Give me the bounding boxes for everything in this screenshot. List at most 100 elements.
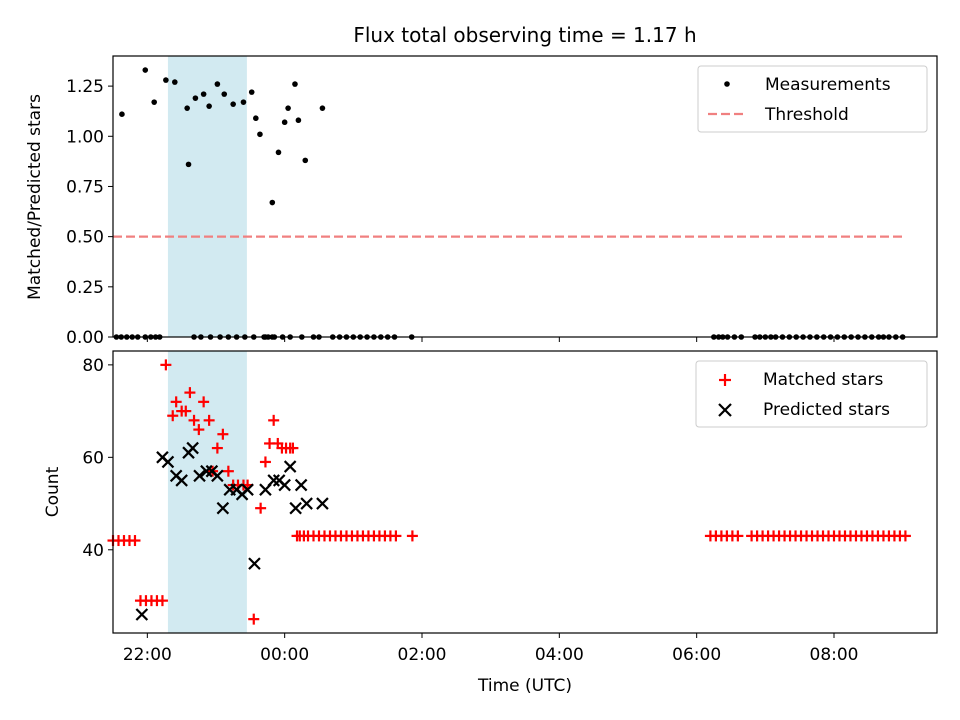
top-ytick-label: 0.50: [66, 228, 104, 248]
measurement-point: [230, 101, 236, 107]
predicted-star-stroke-b: [186, 441, 199, 455]
matched-star-point: [406, 530, 418, 542]
top-legend-box: [697, 65, 928, 133]
matched-star-point: [390, 530, 402, 542]
measurement-point: [119, 111, 125, 118]
measurement-point: [184, 105, 190, 111]
predicted-star-stroke-b: [200, 464, 213, 478]
top-ytick-label: 0.00: [66, 328, 104, 348]
bottom-ylabel: Count: [43, 466, 63, 517]
top-measurement-points: [113, 67, 906, 340]
predicted-star-point: [316, 497, 329, 510]
measurement-point: [151, 99, 157, 105]
bottom-xtick-label: 00:00: [260, 645, 309, 665]
predicted-star-stroke-b: [300, 497, 313, 510]
measurement-point: [253, 115, 259, 122]
matched-star-point: [217, 428, 229, 440]
legend-predicted-marker: [718, 403, 732, 417]
measurement-point: [257, 131, 263, 138]
predicted-star-stroke-b: [193, 469, 206, 483]
legend-threshold-label: Threshold: [764, 105, 849, 125]
measurement-point: [185, 161, 192, 168]
predicted-star-point: [248, 557, 261, 570]
measurement-point: [285, 105, 291, 111]
top-ytick-label: 0.75: [66, 177, 104, 197]
legend-measurements-label: Measurements: [765, 75, 891, 95]
bottom-xtick-label: 08:00: [810, 645, 859, 665]
matched-star-point: [268, 414, 280, 426]
predicted-star-stroke-b: [294, 478, 308, 492]
matched-star-point: [160, 359, 172, 371]
measurement-point: [275, 149, 282, 156]
measurement-point: [221, 91, 228, 97]
matched-star-point: [211, 442, 223, 454]
predicted-star-point: [283, 460, 297, 473]
measurement-point: [248, 89, 255, 95]
predicted-star-stroke-b: [211, 469, 224, 483]
matched-star-point: [156, 595, 168, 607]
matched-star-point: [184, 387, 196, 399]
predicted-star-point: [300, 497, 313, 510]
measurement-point: [206, 103, 212, 109]
bottom-xlabel: Time (UTC): [477, 676, 572, 696]
measurement-point: [319, 105, 326, 111]
bottom-panel: 40 60 80 22:00 00:00 02:00 04:00 06:00 08:00 Cou…: [43, 350, 938, 696]
predicted-star-stroke-b: [175, 474, 188, 487]
legend-matched-marker: [719, 374, 731, 386]
matched-star-point: [899, 530, 911, 542]
predicted-star-point: [211, 469, 224, 483]
measurement-point: [163, 77, 169, 83]
bottom-legend-box: [695, 360, 928, 428]
measurement-point: [269, 199, 276, 206]
predicted-star-point: [135, 608, 149, 621]
predicted-star-stroke-b: [135, 608, 149, 621]
predicted-star-point: [216, 501, 230, 515]
matched-star-point: [259, 456, 271, 468]
predicted-star-stroke-b: [283, 460, 297, 473]
measurement-point: [292, 81, 298, 87]
matched-star-point: [193, 424, 205, 436]
measurement-point: [295, 117, 302, 124]
measurement-point: [281, 119, 288, 126]
matched-star-point: [255, 502, 267, 514]
predicted-star-point: [186, 441, 199, 455]
predicted-star-point: [175, 474, 188, 487]
bottom-xtick-label: 04:00: [535, 645, 584, 665]
bottom-ytick-label: 40: [82, 541, 104, 561]
bottom-axes-frame: [112, 350, 938, 634]
predicted-star-point: [161, 455, 175, 469]
matched-star-point: [248, 613, 260, 625]
legend-predicted-label: Predicted stars: [763, 400, 890, 420]
predicted-star-point: [278, 478, 291, 492]
measurement-point: [200, 91, 207, 97]
predicted-star-stroke-b: [248, 557, 261, 570]
matched-star-point: [170, 396, 182, 408]
matched-star-point: [198, 396, 210, 408]
predicted-stars-points: [135, 441, 329, 621]
predicted-star-point: [193, 469, 206, 483]
top-ytick-label: 0.25: [66, 278, 104, 298]
bottom-axis-ticks: 40 60 80 22:00 00:00 02:00 04:00 06:00 08:00: [82, 356, 858, 665]
bottom-ytick-label: 60: [82, 448, 104, 468]
matched-star-point: [188, 414, 200, 426]
legend-measurements-marker: [724, 81, 730, 87]
predicted-star-point: [294, 478, 308, 492]
bottom-legend: Matched stars Predicted stars: [695, 360, 928, 428]
predicted-star-point: [267, 474, 280, 487]
predicted-star-stroke-b: [241, 483, 254, 496]
top-ytick-label: 1.00: [66, 127, 104, 147]
predicted-star-stroke-b: [278, 478, 291, 492]
top-ylabel: Matched/Predicted stars: [25, 94, 45, 300]
predicted-star-point: [200, 464, 213, 478]
top-shaded-span: [167, 56, 247, 337]
predicted-star-stroke-b: [267, 474, 280, 487]
measurement-point: [142, 67, 149, 73]
top-axis-ticks: 0.00 0.25 0.50 0.75 1.00 1.25: [66, 77, 835, 348]
measurement-point: [214, 81, 221, 87]
matched-star-point: [203, 414, 215, 426]
top-ytick-label: 1.25: [66, 77, 104, 97]
bottom-xtick-label: 06:00: [672, 645, 721, 665]
predicted-star-point: [289, 501, 302, 515]
bottom-xtick-label: 22:00: [123, 645, 172, 665]
